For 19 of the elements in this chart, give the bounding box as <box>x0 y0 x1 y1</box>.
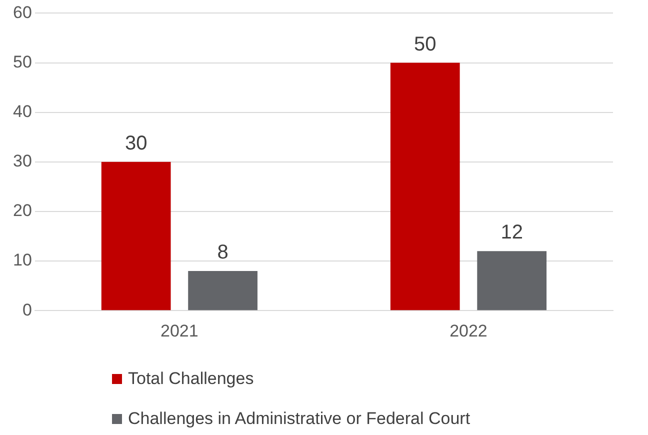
y-tick-label: 20 <box>12 201 32 220</box>
data-label: 8 <box>217 241 228 264</box>
y-tick-label: 50 <box>12 52 32 72</box>
y-tick-label: 60 <box>12 2 32 22</box>
bar <box>390 62 460 310</box>
y-tick-label: 40 <box>12 102 32 122</box>
x-tick-label: 2021 <box>160 321 198 340</box>
data-label: 12 <box>500 222 523 244</box>
y-tick-label: 10 <box>12 250 32 270</box>
bar <box>188 270 258 310</box>
y-tick-label: 30 <box>12 152 32 171</box>
x-tick-label: 2022 <box>450 321 488 340</box>
y-tick-label: 0 <box>22 300 32 320</box>
legend-label: Total Challenges <box>128 369 254 389</box>
bar <box>477 251 547 310</box>
data-label: 30 <box>124 132 148 154</box>
legend-label: Challenges in Administrative or Federal Court <box>128 409 470 429</box>
bar <box>101 162 171 310</box>
data-label: 50 <box>414 33 436 56</box>
